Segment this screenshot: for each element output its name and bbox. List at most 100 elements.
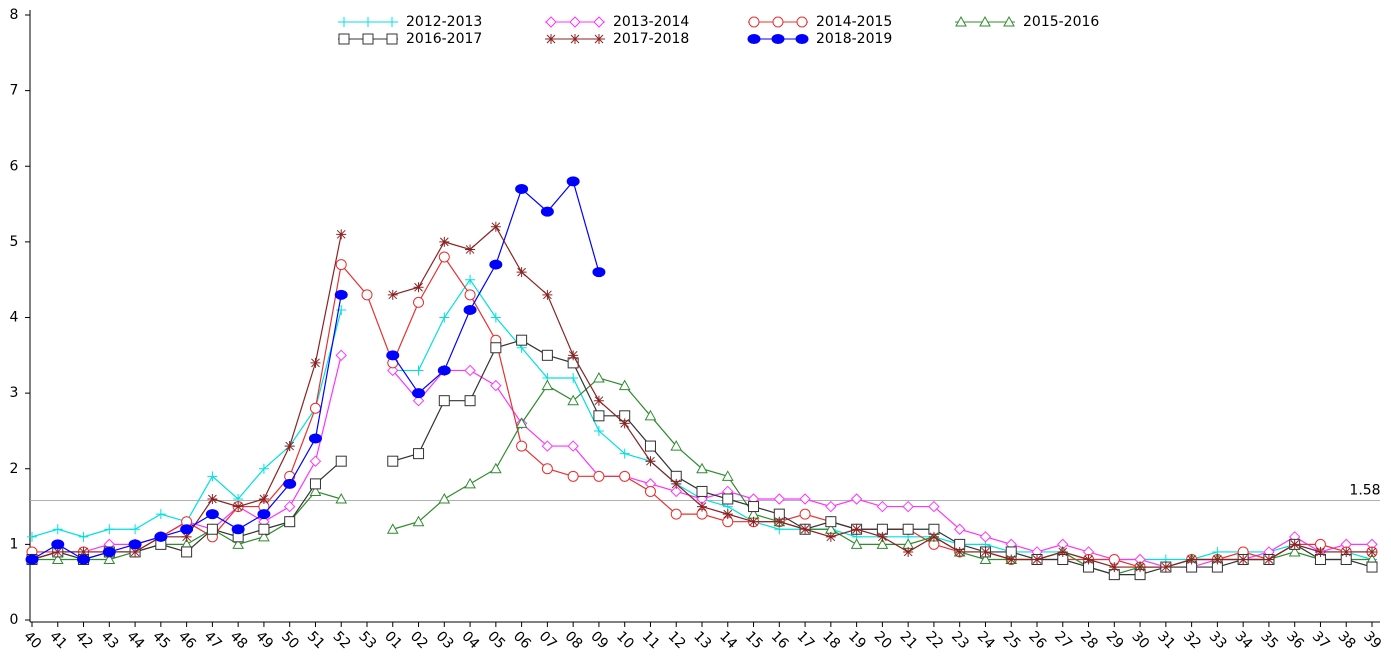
threshold-label: 1.58 xyxy=(1349,483,1380,499)
x-tick-label: 07 xyxy=(536,628,560,652)
data-point xyxy=(207,471,218,482)
data-point xyxy=(541,440,554,452)
x-tick-label: 02 xyxy=(407,628,431,652)
x-tick-label: 40 xyxy=(20,628,44,652)
data-point xyxy=(799,493,811,505)
x-tick-label: 35 xyxy=(1257,628,1281,652)
data-point xyxy=(567,470,579,482)
data-point xyxy=(748,501,760,513)
x-tick-label: 05 xyxy=(484,628,508,652)
data-point xyxy=(258,463,269,474)
data-point xyxy=(516,267,527,278)
data-point xyxy=(516,440,528,452)
legend-marker xyxy=(795,34,809,44)
x-tick-label: 03 xyxy=(433,628,457,652)
legend-label: 2017-2018 xyxy=(613,31,689,47)
legend-marker xyxy=(546,34,556,44)
data-point xyxy=(1341,546,1352,557)
data-point xyxy=(928,500,940,513)
y-tick-label: 3 xyxy=(10,385,19,401)
data-point xyxy=(439,312,450,323)
data-point xyxy=(541,349,553,361)
data-point xyxy=(490,342,502,354)
data-point xyxy=(335,455,347,467)
legend-label: 2013-2014 xyxy=(613,14,689,30)
legend-marker xyxy=(386,33,398,45)
y-tick-label: 0 xyxy=(10,612,19,628)
data-point xyxy=(928,531,939,542)
data-point xyxy=(1109,562,1120,573)
data-point xyxy=(876,500,889,513)
data-point xyxy=(592,267,606,278)
data-point xyxy=(78,546,89,557)
data-point xyxy=(1212,554,1223,565)
x-tick-label: 26 xyxy=(1025,628,1049,652)
x-tick-label: 36 xyxy=(1283,628,1307,652)
data-point xyxy=(1289,539,1300,550)
data-point xyxy=(77,554,91,565)
data-point xyxy=(181,531,192,542)
data-point xyxy=(979,553,992,564)
x-tick-label: 15 xyxy=(742,628,766,652)
data-point xyxy=(593,395,604,406)
data-point xyxy=(593,470,605,482)
data-point xyxy=(850,538,863,549)
data-point xyxy=(233,501,244,512)
y-tick-label: 6 xyxy=(10,158,19,174)
data-point xyxy=(130,546,141,557)
data-point xyxy=(128,539,142,550)
data-point xyxy=(1135,562,1146,573)
data-point xyxy=(464,289,476,301)
x-tick-label: 22 xyxy=(922,628,946,652)
x-tick-label: 29 xyxy=(1103,628,1127,652)
data-point xyxy=(463,304,477,315)
data-point xyxy=(336,304,347,315)
data-point xyxy=(877,531,888,542)
legend-marker xyxy=(339,17,349,27)
x-tick-label: 24 xyxy=(974,628,998,652)
legend-marker xyxy=(747,34,761,44)
legend-marker xyxy=(955,15,967,27)
data-point xyxy=(800,524,811,535)
data-point xyxy=(309,455,322,467)
data-point xyxy=(1315,546,1326,557)
series-line xyxy=(31,180,600,561)
data-point xyxy=(258,523,270,535)
legend-marker xyxy=(545,16,557,28)
x-tick-label: 53 xyxy=(355,628,379,652)
data-point xyxy=(979,531,992,543)
data-point xyxy=(567,394,580,406)
data-point xyxy=(258,494,269,504)
data-point xyxy=(902,523,914,535)
x-tick-label: 31 xyxy=(1154,628,1178,652)
x-tick-label: 13 xyxy=(690,628,714,652)
x-tick-label: 34 xyxy=(1231,628,1255,652)
x-tick-label: 19 xyxy=(845,628,869,652)
data-point xyxy=(386,523,399,534)
data-point xyxy=(670,508,682,520)
x-tick-label: 37 xyxy=(1309,628,1333,652)
data-point xyxy=(722,493,734,505)
data-point xyxy=(541,463,553,475)
x-tick-label: 38 xyxy=(1335,628,1359,652)
data-point xyxy=(825,531,836,542)
data-point xyxy=(1367,546,1377,557)
x-tick-label: 21 xyxy=(896,628,920,652)
legend-marker xyxy=(362,33,374,45)
data-point xyxy=(953,523,966,535)
y-tick-label: 5 xyxy=(10,234,19,250)
x-tick-label: 23 xyxy=(948,628,972,652)
data-point xyxy=(542,289,553,300)
x-tick-label: 08 xyxy=(561,628,585,652)
data-point xyxy=(1263,554,1274,565)
data-point xyxy=(773,493,786,505)
data-point xyxy=(412,394,425,407)
data-point xyxy=(438,251,450,263)
x-tick-label: 46 xyxy=(175,628,199,652)
data-point xyxy=(1032,554,1042,565)
data-point xyxy=(464,395,476,407)
data-point xyxy=(593,425,604,436)
x-tick-label: 33 xyxy=(1206,628,1230,652)
data-point xyxy=(387,455,399,467)
data-point xyxy=(696,485,708,497)
